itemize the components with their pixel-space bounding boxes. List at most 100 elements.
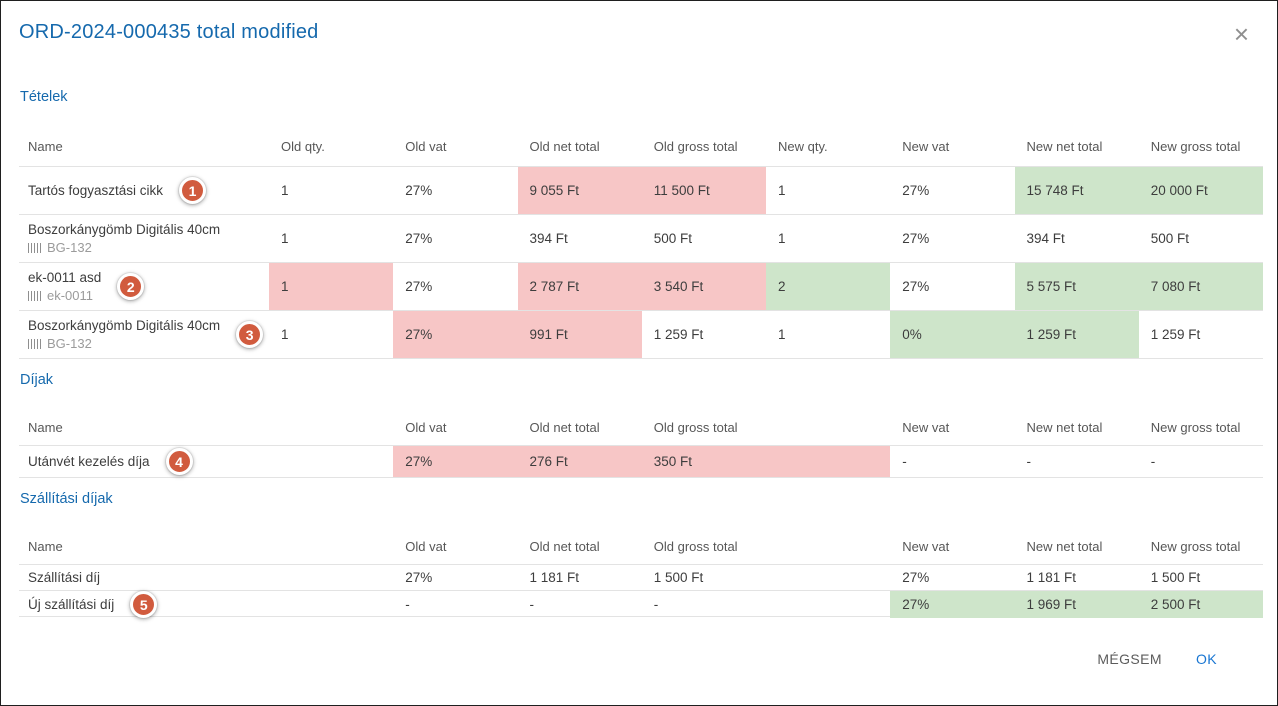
sections: Tételek Name Old qty. Old vat Old net total O…: [19, 89, 1263, 618]
barcode-icon: [28, 338, 42, 349]
name-cell: Boszorkánygömb Digitális 40cm BG-132 3: [19, 311, 269, 358]
value-cell: 27%: [902, 570, 930, 585]
column-header: Old gross total: [653, 420, 738, 435]
column-header: New vat: [902, 539, 950, 554]
column-header: Old qty.: [281, 139, 325, 154]
name-block: Boszorkánygömb Digitális 40cm BG-132: [28, 222, 220, 255]
name-block: ek-0011 asd ek-0011: [28, 270, 101, 303]
value-cell: 1 181 Ft: [1026, 570, 1077, 585]
column-header: Old net total: [529, 139, 600, 154]
name-cell: Boszorkánygömb Digitális 40cm BG-132: [19, 215, 269, 262]
table-row: Új szállítási díj 5 - - - 27% 1 969 Ft 2 500 Ft: [19, 591, 1263, 618]
step-badge: 5: [130, 591, 158, 618]
value-cell: -: [653, 597, 659, 612]
fees-table: Name Old vat Old net total Old gross total N…: [19, 410, 1263, 478]
value-cell: 394 Ft: [529, 231, 568, 246]
column-header: New gross total: [1150, 420, 1241, 435]
items-table: Name Old qty. Old vat Old net total Old gros…: [19, 127, 1263, 359]
name-block: Szállítási díj: [28, 570, 100, 585]
value-cell: 1: [778, 183, 786, 198]
table-header-row: Name Old qty. Old vat Old net total Old gros…: [19, 127, 1263, 167]
item-name: Tartós fogyasztási cikk: [28, 183, 164, 198]
value-cell: 394 Ft: [1026, 231, 1065, 246]
dialog-title: ORD-2024-000435 total modified: [19, 21, 319, 43]
column-header: New gross total: [1150, 539, 1241, 554]
value-cell: 20 000 Ft: [1138, 167, 1263, 214]
table-row: Tartós fogyasztási cikk 1 1 27% 9 055 Ft 11 5…: [19, 167, 1263, 215]
value-cell: 1 969 Ft: [1014, 591, 1139, 618]
step-badge: 1: [179, 177, 207, 204]
dialog-content: ORD-2024-000435 total modified × Tételek…: [1, 1, 1277, 675]
column-header: New vat: [902, 139, 950, 154]
column-header: New vat: [902, 420, 950, 435]
cancel-button[interactable]: MÉGSEM: [1087, 643, 1172, 675]
column-header: Old vat: [405, 139, 447, 154]
column-header: Name: [28, 539, 63, 554]
column-header: Name: [28, 139, 63, 154]
column-header: New gross total: [1150, 139, 1241, 154]
section-items: Tételek Name Old qty. Old vat Old net total O…: [19, 89, 1263, 359]
item-name: ek-0011 asd: [28, 270, 102, 285]
name-cell: Tartós fogyasztási cikk 1: [19, 167, 269, 214]
section-heading: Tételek: [20, 89, 68, 105]
value-cell: -: [1150, 454, 1156, 469]
value-cell: 1: [269, 263, 394, 310]
value-cell: 27%: [890, 591, 1015, 618]
item-name: Utánvét kezelés díja: [28, 454, 150, 469]
value-cell: 276 Ft: [517, 446, 642, 477]
barcode-icon: [28, 242, 42, 253]
item-name: Új szállítási díj: [28, 597, 115, 612]
value-cell: 27%: [902, 279, 930, 294]
column-header: Old vat: [405, 539, 447, 554]
value-cell: 27%: [902, 231, 930, 246]
ok-button[interactable]: OK: [1186, 643, 1227, 675]
name-cell: Utánvét kezelés díja 4: [19, 446, 393, 477]
column-header: New net total: [1026, 539, 1103, 554]
dialog-header: ORD-2024-000435 total modified ×: [19, 21, 1263, 47]
value-cell: -: [902, 454, 907, 469]
value-cell: 7 080 Ft: [1138, 263, 1263, 310]
item-name: Szállítási díj: [28, 570, 101, 585]
value-cell: 1: [281, 231, 289, 246]
value-cell: 1 259 Ft: [1150, 327, 1201, 342]
table-row: Boszorkánygömb Digitális 40cm BG-132 3 1 27%…: [19, 311, 1263, 359]
name-block: Új szállítási díj: [28, 597, 114, 612]
value-cell: 500 Ft: [1150, 231, 1190, 246]
name-cell: Szállítási díj: [19, 565, 393, 590]
value-cell: 27%: [393, 311, 518, 358]
value-cell: 1: [778, 231, 786, 246]
value-cell: 27%: [405, 183, 433, 198]
item-sku: BG-132: [28, 336, 220, 351]
table-header-row: Name Old vat Old net total Old gross total N…: [19, 529, 1263, 565]
column-header: Name: [28, 420, 63, 435]
value-cell: 2: [766, 263, 891, 310]
value-cell: 11 500 Ft: [641, 167, 766, 214]
table-row: Boszorkánygömb Digitális 40cm BG-132 1 27% 3…: [19, 215, 1263, 263]
value-cell: 1 259 Ft: [653, 327, 704, 342]
value-cell: -: [405, 597, 410, 612]
item-name: Boszorkánygömb Digitális 40cm: [28, 318, 221, 333]
item-name: Boszorkánygömb Digitális 40cm: [28, 222, 221, 237]
section-fees: Díjak Name Old vat Old net total Old gross t…: [19, 372, 1263, 478]
close-icon[interactable]: ×: [1226, 21, 1257, 47]
value-cell: -: [529, 597, 535, 612]
step-badge: 4: [165, 448, 193, 475]
column-header: Old gross total: [653, 539, 738, 554]
name-block: Tartós fogyasztási cikk: [28, 183, 163, 198]
value-cell: 1: [281, 183, 289, 198]
value-cell: 27%: [405, 279, 433, 294]
column-header: New qty.: [778, 139, 828, 154]
section-shipping-fees: Szállítási díjak Name Old vat Old net total…: [19, 491, 1263, 618]
section-heading: Díjak: [20, 372, 54, 388]
column-header: Old net total: [529, 539, 600, 554]
value-cell: 1 500 Ft: [653, 570, 704, 585]
value-cell: 2 787 Ft: [517, 263, 642, 310]
table-row: Utánvét kezelés díja 4 27% 276 Ft 350 Ft - - -: [19, 446, 1263, 478]
value-cell: 27%: [393, 446, 518, 477]
barcode-icon: [28, 290, 42, 301]
value-cell: 1: [778, 327, 786, 342]
value-cell: 2 500 Ft: [1138, 591, 1263, 618]
value-cell: 3 540 Ft: [641, 263, 766, 310]
name-cell: Új szállítási díj 5: [19, 591, 393, 618]
